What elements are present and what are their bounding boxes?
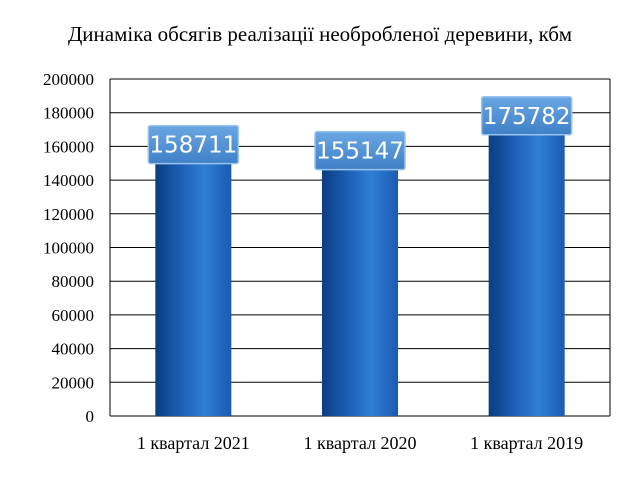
chart-title: Динаміка обсягів реалізації необробленої… bbox=[68, 22, 572, 46]
x-axis-ticks: 1 квартал 2021 1 квартал 2020 1 квартал 20… bbox=[137, 433, 583, 453]
data-label-box bbox=[480, 96, 573, 136]
data-label: 175782 bbox=[480, 96, 573, 136]
y-tick-label: 80000 bbox=[52, 272, 95, 291]
bars bbox=[155, 119, 565, 417]
data-label-box bbox=[314, 130, 406, 171]
bar bbox=[322, 154, 398, 416]
bar bbox=[488, 119, 565, 417]
y-tick-label: 160000 bbox=[43, 137, 94, 156]
data-label-value: 175782 bbox=[483, 104, 571, 130]
y-tick-label: 40000 bbox=[52, 340, 95, 359]
y-axis-ticks: 0 20000 40000 60000 80000 100000 120000 140000 1… bbox=[43, 70, 94, 426]
y-tick-label: 140000 bbox=[43, 171, 94, 190]
data-label-box bbox=[147, 124, 240, 165]
x-tick-label: 1 квартал 2021 bbox=[137, 433, 250, 453]
data-label-value: 158711 bbox=[149, 133, 237, 159]
y-tick-label: 0 bbox=[86, 407, 95, 426]
y-tick-label: 60000 bbox=[52, 306, 95, 325]
y-tick-label: 200000 bbox=[43, 70, 94, 89]
x-tick-label: 1 квартал 2020 bbox=[304, 433, 417, 453]
data-labels: 158711 155147 175782 bbox=[147, 96, 573, 171]
y-tick-label: 120000 bbox=[43, 205, 94, 224]
bar bbox=[155, 148, 232, 416]
y-tick-label: 100000 bbox=[43, 239, 94, 258]
data-label-value: 155147 bbox=[316, 139, 404, 165]
y-tick-label: 180000 bbox=[43, 104, 94, 123]
y-tick-label: 20000 bbox=[52, 373, 95, 392]
x-tick-label: 1 квартал 2019 bbox=[470, 433, 583, 453]
data-label: 155147 bbox=[314, 130, 406, 171]
data-label: 158711 bbox=[147, 124, 240, 165]
